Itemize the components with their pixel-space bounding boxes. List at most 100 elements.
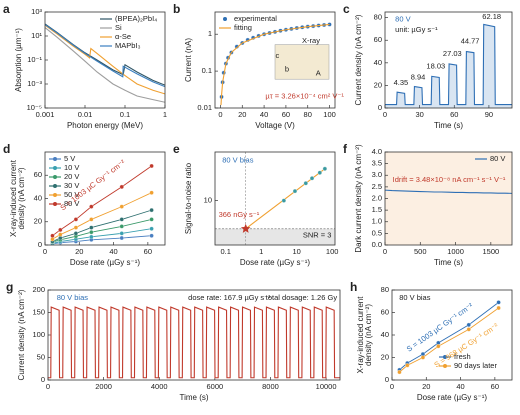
panel-label: h <box>350 280 357 294</box>
legend-marker <box>443 355 447 359</box>
y-tick-label: 2.0 <box>372 193 382 202</box>
legend-marker <box>443 364 447 368</box>
panel-7: h 0 20 40 60 0 20 40 60 80 Dose rate (µGy s⁻¹) X-ra… <box>350 280 513 402</box>
x-tick-label: 0.01 <box>78 110 93 119</box>
y-axis-label: X-ray-induced current <box>9 159 18 237</box>
legend-label: 5 V <box>64 154 75 163</box>
marker <box>149 163 154 169</box>
x-tick-label: 40 <box>260 110 268 119</box>
y-tick-label: 10⁻¹ <box>27 55 42 64</box>
x-axis-label: Dose rate (µGy s⁻¹) <box>70 258 141 267</box>
x-tick-label: 1000 <box>447 247 464 256</box>
inset <box>274 44 330 80</box>
y-tick-label: 10³ <box>31 7 42 16</box>
marker <box>119 217 124 222</box>
marker <box>149 226 154 231</box>
x-tick-label: 4000 <box>151 382 168 391</box>
y-tick-label: 1.0 <box>372 217 382 226</box>
x-tick-label: 100 <box>326 247 339 256</box>
x-tick-label: 0 <box>43 247 47 256</box>
below-threshold <box>215 228 335 245</box>
annotation: A <box>316 68 321 77</box>
annotation: 366 nGy s⁻¹ <box>219 210 260 219</box>
y-tick-label: 60 <box>381 307 389 316</box>
y-tick-label: 40 <box>381 330 389 339</box>
y-tick-label: 80 <box>374 13 382 22</box>
marker <box>119 224 124 229</box>
x-tick-label: 60 <box>491 382 499 391</box>
y-tick-label: 4.0 <box>372 147 382 156</box>
y-tick-label: 150 <box>32 307 45 316</box>
panel-label: a <box>3 2 10 16</box>
legend-label: fresh <box>454 352 471 361</box>
x-tick-label: 500 <box>414 247 427 256</box>
marker <box>58 227 63 233</box>
plot-frame <box>44 11 166 109</box>
series-line <box>45 24 165 95</box>
plot-frame <box>47 289 341 381</box>
x-tick-label: 0 <box>218 110 222 119</box>
series-line <box>52 235 152 245</box>
annotation: b <box>285 65 289 74</box>
annotation: total dosage: 1.26 Gy <box>266 293 338 302</box>
panel-label: c <box>343 2 350 16</box>
star-marker <box>240 223 251 233</box>
plot-area <box>50 163 154 245</box>
legend-label: α-Se <box>115 32 131 41</box>
panel-5: f 0 500 1000 1500 0.0 0.5 1.0 1.5 2.0 2.5 3.0 3.5 4.0… <box>343 142 513 267</box>
y-tick-label: 20 <box>374 80 382 89</box>
marker <box>119 184 124 190</box>
x-axis-label: Time (s) <box>179 393 208 402</box>
marker <box>149 217 154 222</box>
series-line <box>385 189 512 194</box>
x-tick-label: 0.1 <box>120 110 130 119</box>
panel-label: d <box>3 142 10 156</box>
marker <box>281 198 287 203</box>
plot-area <box>219 22 332 106</box>
annotation: c <box>276 51 280 60</box>
x-tick-label: 1500 <box>482 247 499 256</box>
panel-4: e 0.1 1 10 100 10 Dose rate (µGy s⁻¹) Signal-to… <box>173 142 338 267</box>
series-line <box>45 23 165 86</box>
y-tick-label: 60 <box>374 35 382 44</box>
marker <box>89 225 94 230</box>
y-tick-label: 40 <box>374 58 382 67</box>
x-tick-label: 0 <box>46 382 50 391</box>
annotation: µτ = 3.26×10⁻⁴ cm² V⁻¹ <box>265 91 344 100</box>
y-tick-label: 3.0 <box>372 170 382 179</box>
legend-label: 80 V <box>490 154 505 163</box>
legend-label: 30 V <box>64 181 79 190</box>
y-tick-label: 0.0 <box>372 240 382 249</box>
plot-area <box>240 166 328 233</box>
x-tick-label: 20 <box>75 247 83 256</box>
annotation: 80 V bias <box>399 293 431 302</box>
legend-marker <box>53 157 57 161</box>
legend-marker <box>53 202 57 206</box>
y-tick-label: 0 <box>378 103 382 112</box>
x-tick-label: 60 <box>282 110 290 119</box>
plot-frame <box>44 151 166 246</box>
annotation: dose rate: 167.9 µGy s⁻¹ <box>188 293 271 302</box>
panel-0: a 0.001 0.01 0.1 1 10⁻⁵ 10⁻³ 10⁻¹ 10¹ 10³ Photon e… <box>3 2 167 130</box>
annotation: 80 V bias <box>222 155 254 164</box>
annotation: Idrift = 3.48×10⁻⁸ nA cm⁻¹ s⁻¹ V⁻¹ <box>393 175 506 184</box>
annotation: 8.94 <box>411 72 426 81</box>
marker <box>89 234 94 240</box>
legend-label: fitting <box>234 23 252 32</box>
legend-label: experimental <box>234 14 277 23</box>
y-axis-label: density (nA cm⁻²) <box>17 167 26 229</box>
marker <box>303 181 308 186</box>
series-line <box>45 24 165 88</box>
y-tick-label: 40 <box>34 193 42 202</box>
x-axis-label: Photon energy (MeV) <box>67 121 143 130</box>
panel-label: f <box>343 142 348 156</box>
x-tick-label: 20 <box>238 110 246 119</box>
y-tick-label: 10⁻³ <box>27 79 42 88</box>
marker <box>149 190 154 195</box>
marker <box>149 233 154 238</box>
marker <box>89 230 94 235</box>
x-axis-label: Dose rate (µGy s⁻¹) <box>240 258 311 267</box>
x-tick-label: 0.1 <box>220 247 230 256</box>
marker <box>89 217 94 222</box>
